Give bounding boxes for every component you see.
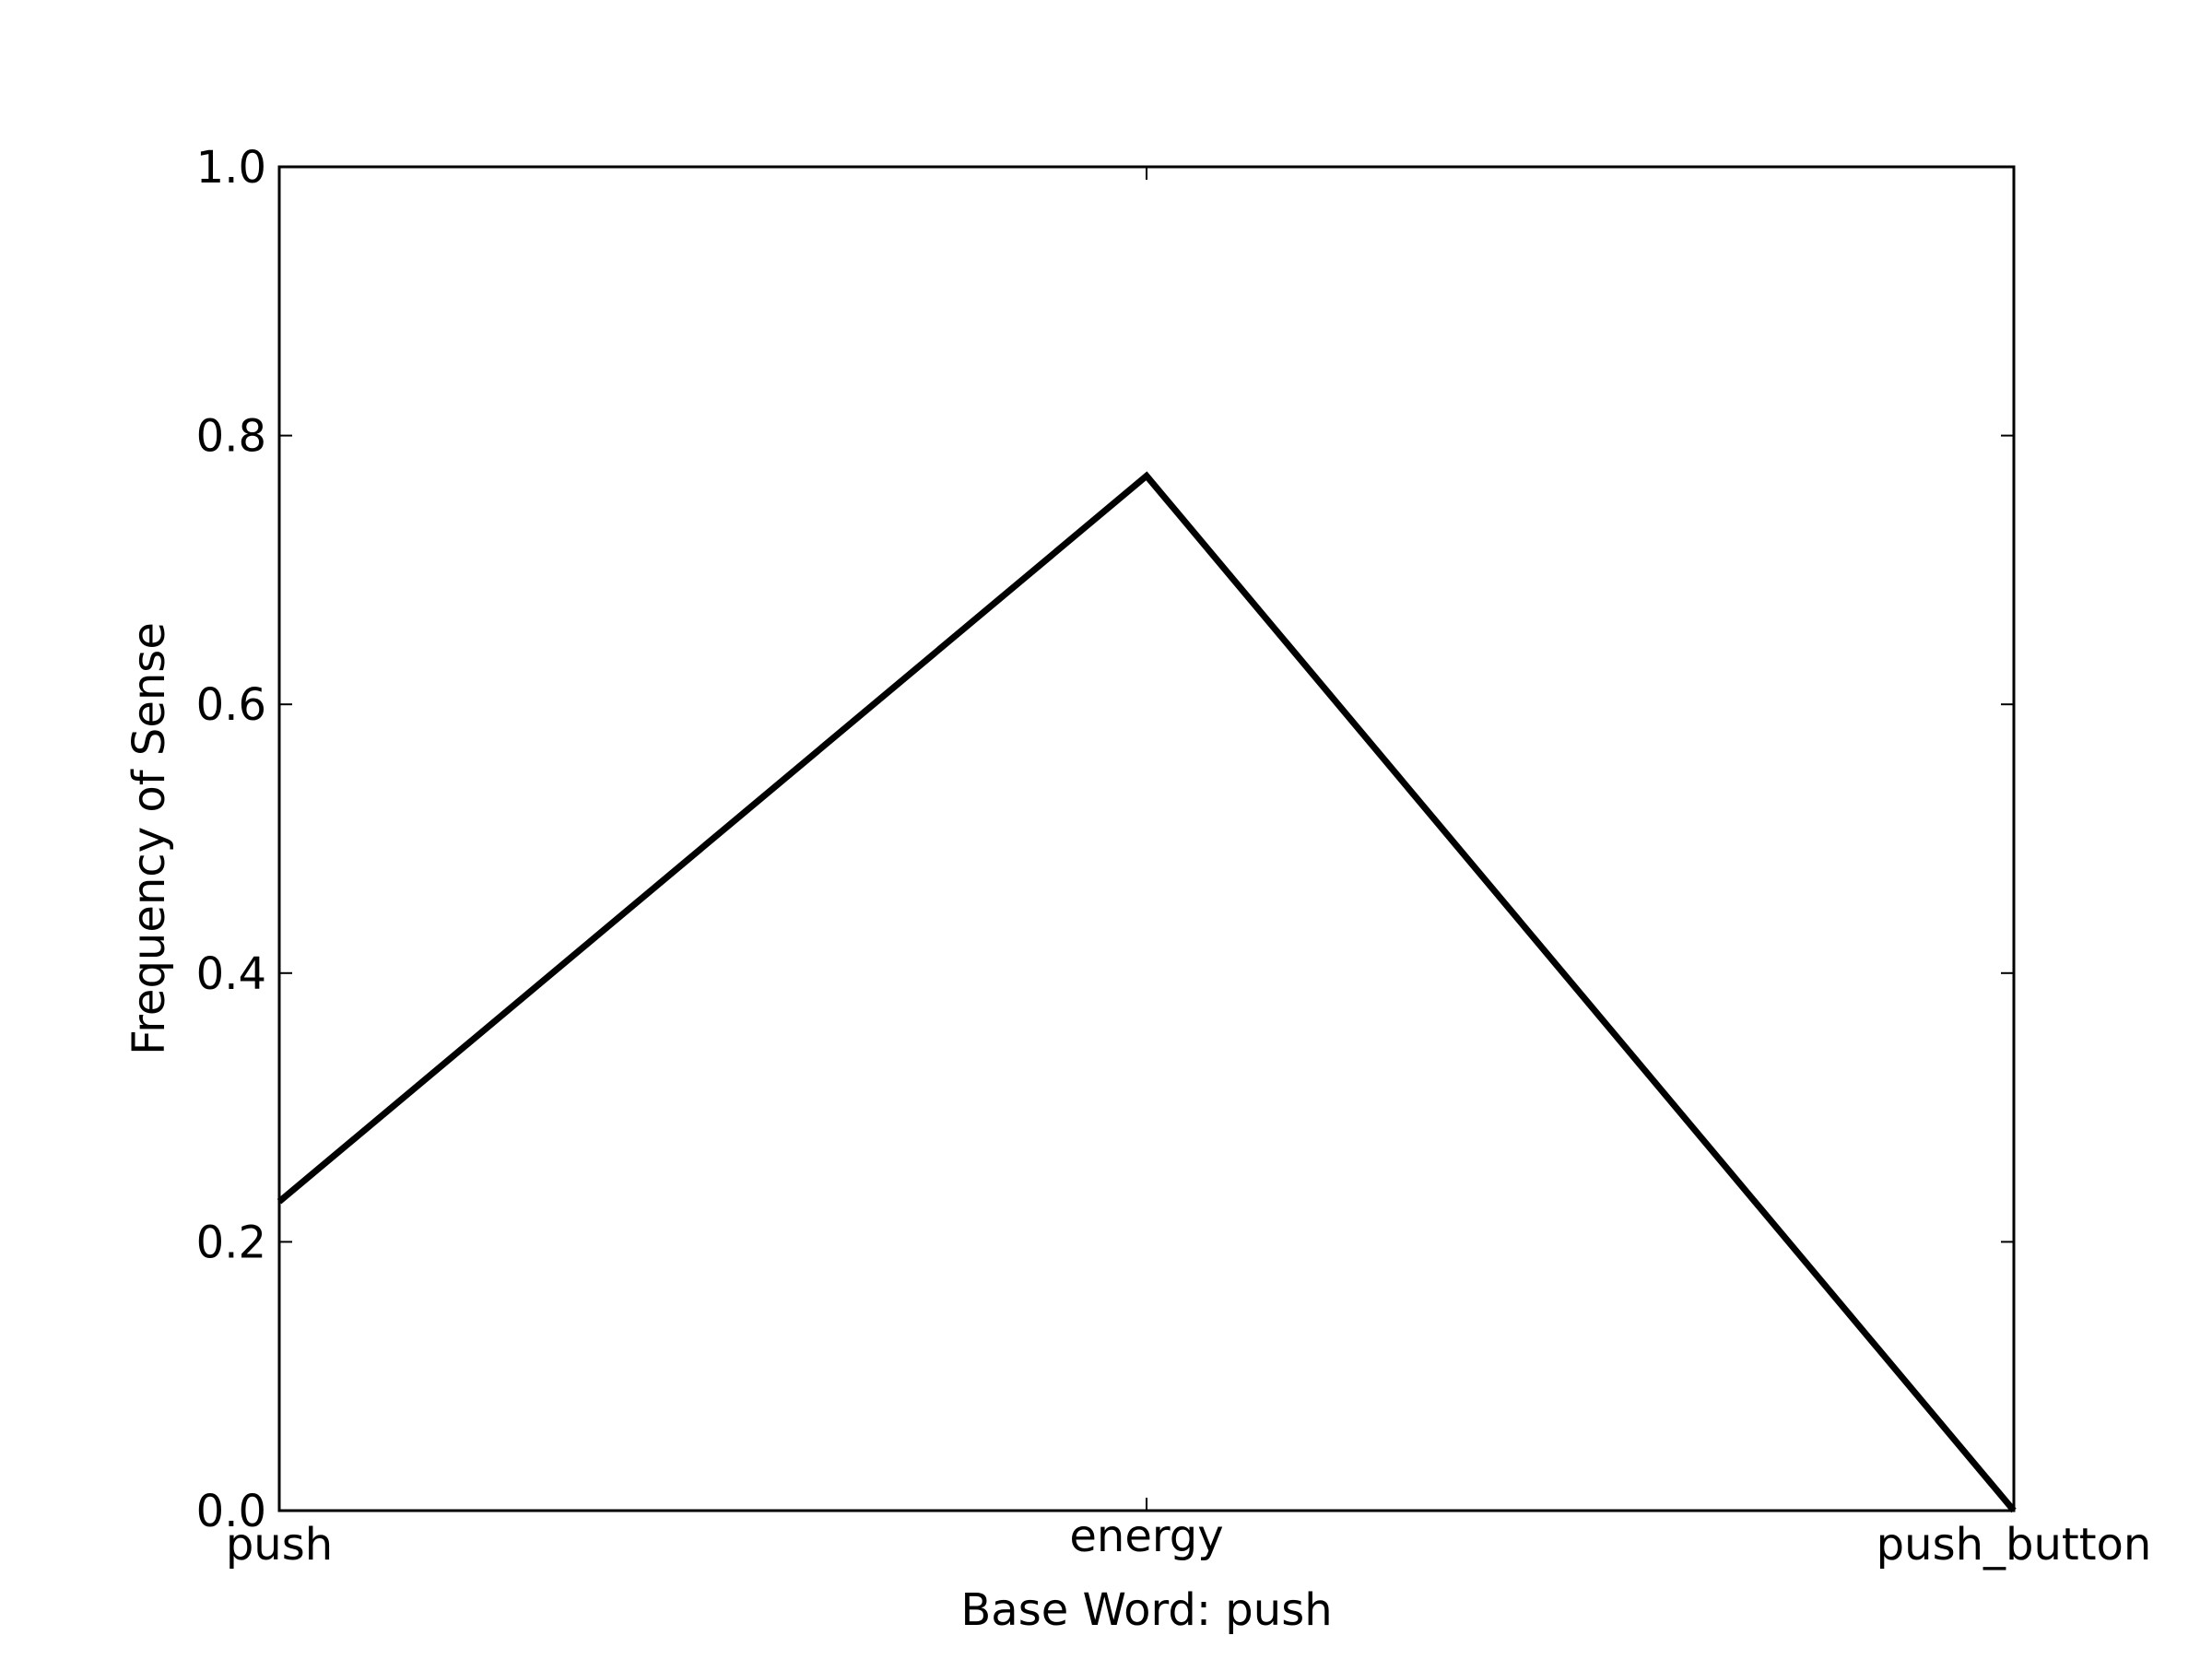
y-tick-label: 0.8 — [196, 411, 266, 463]
x-axis-label: Base Word: push — [960, 1584, 1332, 1636]
x-tick-label: push_button — [1877, 1519, 2152, 1571]
y-tick-label: 0.6 — [196, 679, 266, 731]
y-axis-label: Frequency of Sense — [124, 622, 175, 1055]
y-tick-labels: 0.0 0.2 0.4 0.6 0.8 1.0 — [196, 142, 266, 1537]
y-tick-label: 0.4 — [196, 948, 266, 1000]
y-tick-label: 1.0 — [196, 142, 266, 194]
y-tick-label: 0.0 — [196, 1486, 266, 1537]
y-tick-label: 0.2 — [196, 1217, 266, 1268]
series — [276, 471, 2017, 1513]
plot-frame — [277, 165, 2016, 1512]
x-tick-label: push — [226, 1519, 333, 1571]
x-tick-labels: push energy push_button — [226, 1511, 2151, 1571]
plot-area — [279, 167, 2014, 1511]
x-tick-label: energy — [1069, 1511, 1223, 1562]
series-line — [276, 471, 2017, 1513]
